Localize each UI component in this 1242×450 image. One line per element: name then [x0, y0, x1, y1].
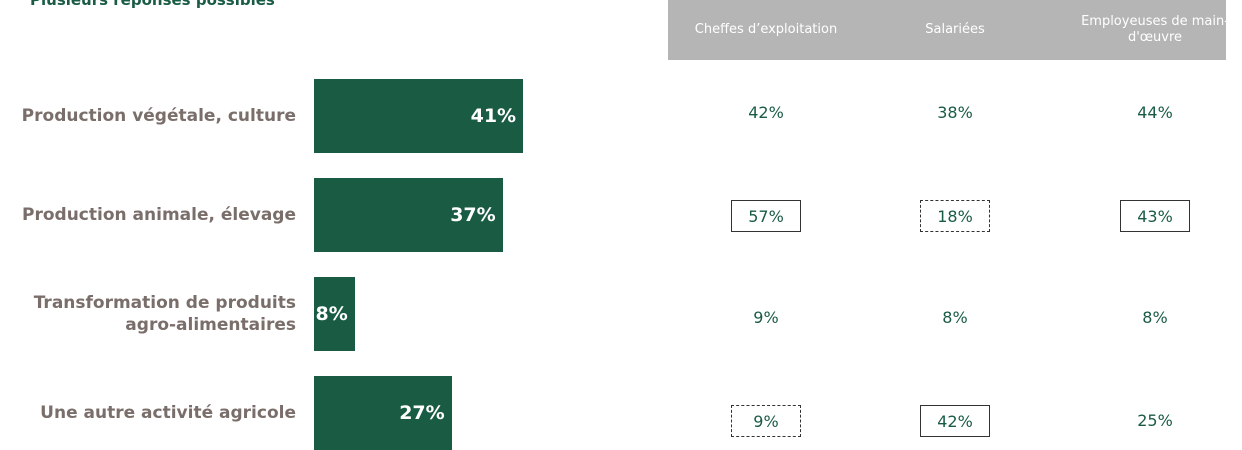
- table-cell: 18%: [920, 199, 990, 232]
- category-label: Production animale, élevage: [22, 205, 296, 225]
- bar: [314, 79, 524, 153]
- table-cell: 43%: [1120, 199, 1190, 232]
- column-header: Employeuses de main-d'œuvre: [1081, 14, 1229, 45]
- category-label: Transformation de produits agro-alimenta…: [33, 293, 296, 335]
- table-cell: 25%: [1137, 410, 1173, 430]
- bar: [314, 277, 355, 351]
- bar: [314, 376, 452, 450]
- table-header: [668, 0, 1226, 60]
- note: Plusieurs réponses possibles: [30, 0, 275, 9]
- table-cell: 42%: [920, 404, 990, 437]
- table-cell: 8%: [942, 308, 968, 327]
- value-label: 27%: [399, 402, 445, 424]
- category-label: Production végétale, culture: [21, 106, 296, 126]
- table-cell: 38%: [937, 103, 973, 122]
- table-cell: 9%: [731, 404, 801, 437]
- value-label: 37%: [450, 204, 496, 226]
- value-label: 8%: [315, 303, 348, 325]
- column-header: Salariées: [925, 22, 985, 37]
- table-cell: 44%: [1137, 103, 1173, 122]
- table-cell: 42%: [748, 103, 784, 122]
- bar: [314, 178, 503, 252]
- table-cell: 8%: [1142, 308, 1168, 327]
- column-header: Cheffes d’exploitation: [694, 22, 838, 37]
- table-cell: 9%: [753, 308, 779, 327]
- table-cell: 57%: [731, 199, 801, 232]
- category-label: Une autre activité agricole: [40, 403, 296, 423]
- value-label: 41%: [470, 105, 517, 127]
